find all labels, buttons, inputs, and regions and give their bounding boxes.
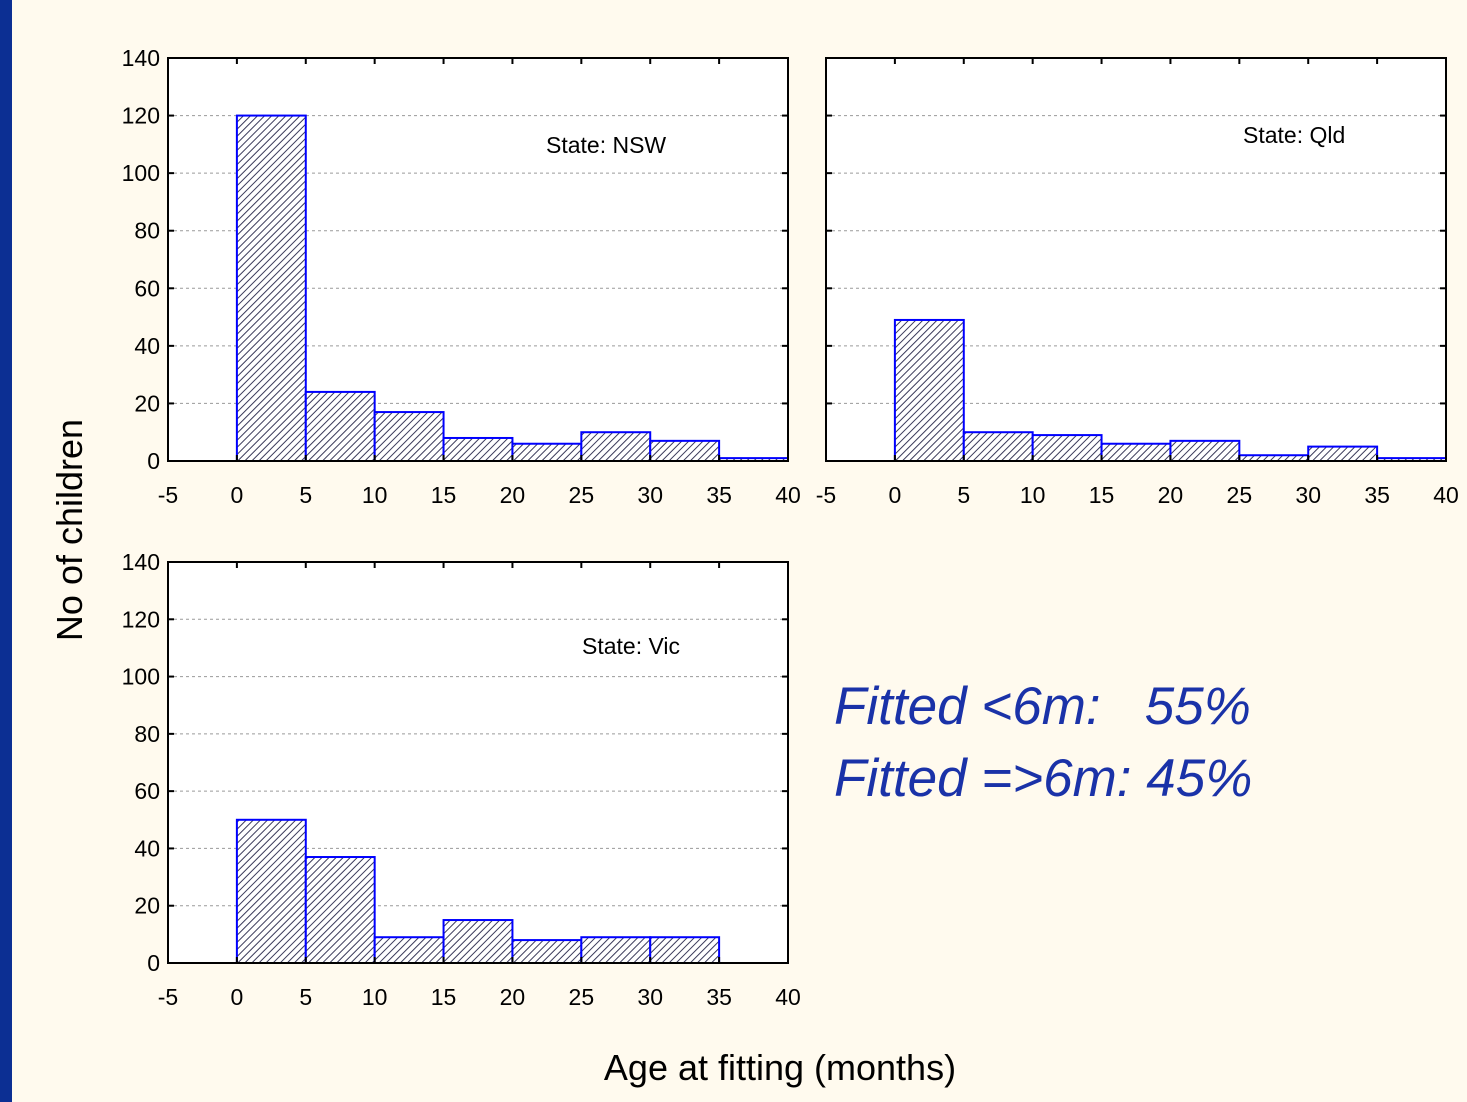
bar — [511, 939, 583, 964]
x-tick-label: -5 — [158, 984, 178, 1010]
x-tick-label: 35 — [706, 482, 732, 508]
plot-frame — [167, 561, 789, 964]
bar — [893, 318, 965, 463]
annotation-under-6m: Fitted <6m: 55% — [834, 677, 1251, 736]
bar — [304, 856, 376, 964]
panel-2: -5 0 5 10 15 20 25 30 35 40 0 20 40 60 80 100 120 140 Stat… — [122, 549, 801, 1010]
y-tick-label: 140 — [122, 45, 160, 71]
y-tick-label: 60 — [134, 778, 160, 804]
x-tick-label: 0 — [230, 482, 243, 508]
x-axis-title: Age at fitting (months) — [604, 1047, 956, 1088]
x-tick-label: 40 — [775, 984, 801, 1010]
y-tick-label: 120 — [122, 606, 160, 632]
bar — [373, 411, 445, 463]
panel-label: State: NSW — [546, 132, 666, 158]
x-tick-label: 30 — [637, 482, 663, 508]
y-tick-label: 80 — [134, 218, 160, 244]
x-tick-label: 30 — [637, 984, 663, 1010]
x-tick-label: 10 — [362, 984, 388, 1010]
bar — [962, 431, 1034, 463]
plot-frame — [167, 57, 789, 462]
x-tick-label: 40 — [775, 482, 801, 508]
bar — [1307, 445, 1379, 463]
panel-1: -5 0 5 10 15 20 25 30 35 40 State: Qld — [816, 57, 1459, 508]
x-tick-label: -5 — [816, 482, 836, 508]
panels: -5 0 5 10 15 20 25 30 35 40020406080100120140Stat… — [122, 45, 1459, 1010]
y-tick-label: 140 — [122, 549, 160, 575]
x-tick-label: 10 — [1020, 482, 1046, 508]
annotation-over-6m: Fitted =>6m: 45% — [834, 749, 1252, 808]
plot-frame — [825, 57, 1447, 462]
y-tick-label: 120 — [122, 103, 160, 129]
bar — [235, 114, 307, 462]
y-tick-label: 40 — [134, 333, 160, 359]
y-tick-label: 0 — [147, 950, 160, 976]
slide: -5 0 5 10 15 20 25 30 35 40 0 20 40 60 80 100 120 140 Stat… — [12, 0, 1467, 1102]
bar — [1031, 434, 1103, 463]
x-tick-label: 35 — [1364, 482, 1390, 508]
bar — [442, 919, 514, 964]
x-tick-label: 15 — [1089, 482, 1115, 508]
x-tick-label: 25 — [569, 984, 595, 1010]
bar — [1169, 439, 1241, 463]
y-tick-label: 20 — [134, 390, 160, 416]
y-tick-label: 0 — [147, 448, 160, 474]
x-tick-label: 15 — [431, 482, 457, 508]
x-tick-label: 0 — [888, 482, 901, 508]
x-tick-label: -5 — [158, 482, 178, 508]
bar — [511, 442, 583, 463]
bar — [235, 818, 307, 964]
bar — [373, 936, 445, 965]
y-tick-label: 100 — [122, 664, 160, 690]
x-tick-label: 10 — [362, 482, 388, 508]
y-axis-title: No of children — [49, 419, 90, 641]
bar — [1100, 442, 1172, 463]
x-tick-label: 20 — [500, 984, 526, 1010]
panel-label: State: Vic — [582, 633, 680, 659]
x-tick-label: 5 — [299, 482, 312, 508]
x-tick-label: 40 — [1433, 482, 1459, 508]
x-tick-label: 30 — [1295, 482, 1321, 508]
x-tick-label: 15 — [431, 984, 457, 1010]
y-tick-label: 20 — [134, 893, 160, 919]
x-tick-label: 5 — [957, 482, 970, 508]
x-tick-label: 25 — [569, 482, 595, 508]
x-tick-label: 20 — [1158, 482, 1184, 508]
x-tick-label: 35 — [706, 984, 732, 1010]
x-tick-label: 25 — [1227, 482, 1253, 508]
y-tick-label: 100 — [122, 160, 160, 186]
y-tick-label: 60 — [134, 275, 160, 301]
y-tick-label: 80 — [134, 721, 160, 747]
x-tick-label: 20 — [500, 482, 526, 508]
histogram-figure: -5 0 5 10 15 20 25 30 35 40020406080100120140Stat… — [49, 45, 1459, 1088]
bar — [580, 431, 652, 463]
x-tick-label: 0 — [230, 984, 243, 1010]
panel-0: -5 0 5 10 15 20 25 30 35 40 0 20 40 60 80 100 120 140 Stat… — [122, 45, 801, 508]
panel-label: State: Qld — [1243, 122, 1345, 148]
bar — [304, 390, 376, 462]
bar — [442, 436, 514, 463]
x-tick-label: 5 — [299, 984, 312, 1010]
bar — [649, 439, 721, 463]
y-tick-label: 40 — [134, 835, 160, 861]
bar — [580, 936, 652, 965]
bar — [649, 936, 721, 965]
